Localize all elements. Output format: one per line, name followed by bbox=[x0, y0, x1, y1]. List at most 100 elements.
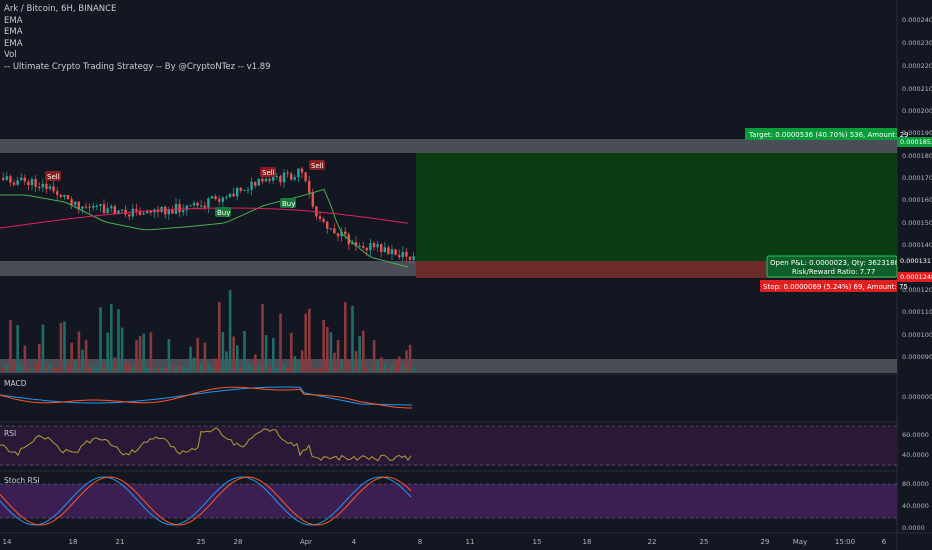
candle-body bbox=[326, 221, 329, 229]
volume-bar bbox=[304, 313, 307, 372]
volume-bar bbox=[221, 331, 225, 372]
volume-bar bbox=[344, 302, 347, 372]
candle-body bbox=[297, 168, 300, 178]
volume-bar bbox=[261, 304, 264, 372]
price-badge-label: 0.0001248 bbox=[900, 273, 932, 281]
candle-body bbox=[203, 205, 206, 208]
candle-body bbox=[336, 233, 340, 237]
sell-signal: Sell bbox=[260, 167, 276, 177]
volume-bar bbox=[362, 330, 365, 372]
price-badge bbox=[897, 256, 932, 266]
candle-body bbox=[88, 206, 91, 208]
volume-bars bbox=[2, 290, 415, 372]
volume-bar bbox=[117, 309, 120, 372]
volume-bar bbox=[318, 367, 322, 372]
candle-body bbox=[66, 195, 70, 200]
volume-bar bbox=[293, 356, 297, 372]
candle-body bbox=[408, 256, 412, 260]
candle-body bbox=[56, 191, 59, 195]
macd-line bbox=[0, 386, 412, 406]
candle-body bbox=[261, 178, 264, 182]
candle-body bbox=[282, 172, 286, 183]
resistance-band bbox=[0, 139, 897, 153]
candle-body bbox=[412, 256, 415, 260]
candle-body bbox=[401, 251, 404, 258]
volume-bar bbox=[110, 303, 113, 372]
volume-bar bbox=[153, 367, 156, 372]
volume-bar bbox=[329, 332, 333, 372]
buy-signal: Buy bbox=[215, 207, 231, 217]
volume-bar bbox=[250, 365, 253, 372]
stoch-k-line bbox=[0, 476, 412, 526]
candle-body bbox=[390, 249, 394, 255]
volume-bar bbox=[243, 330, 246, 372]
candle-body bbox=[171, 210, 174, 214]
volume-bar bbox=[207, 362, 210, 372]
volume-bar bbox=[95, 366, 99, 372]
candle-body bbox=[92, 206, 95, 208]
volume-bar bbox=[246, 364, 250, 372]
candle-body bbox=[239, 187, 242, 191]
date-tick-label: 15:00 bbox=[835, 538, 855, 546]
date-tick-label: 25 bbox=[700, 538, 709, 546]
buy-label: Buy bbox=[217, 209, 230, 217]
volume-bar bbox=[275, 367, 279, 372]
candle-body bbox=[210, 196, 214, 199]
candle-body bbox=[333, 228, 336, 234]
volume-bar bbox=[398, 356, 401, 372]
volume-bar bbox=[408, 344, 412, 372]
volume-bar bbox=[149, 332, 153, 372]
candle-body bbox=[192, 202, 196, 206]
macd-signal-line bbox=[0, 386, 412, 409]
volume-bar bbox=[203, 342, 207, 372]
stop-label-box bbox=[760, 280, 897, 292]
stop-label: Stop: 0.0000069 (5.24%) 69, Amount: 75 bbox=[763, 283, 908, 291]
candle-body bbox=[63, 195, 66, 197]
candle-body bbox=[275, 176, 278, 178]
candle-body bbox=[405, 251, 408, 257]
candle-body bbox=[272, 176, 275, 181]
candle-body bbox=[365, 247, 368, 251]
candle-body bbox=[362, 246, 365, 248]
buy-badge bbox=[215, 207, 231, 217]
candle-body bbox=[113, 206, 116, 214]
volume-bar bbox=[27, 367, 30, 372]
candle-body bbox=[243, 189, 246, 191]
volume-bar bbox=[120, 327, 124, 372]
candle-body bbox=[124, 209, 127, 215]
volume-bar bbox=[81, 349, 84, 372]
chart-legend: Ark / Bitcoin, 6H, BINANCE EMA EMA EMA V… bbox=[4, 4, 271, 73]
candle-body bbox=[178, 204, 181, 213]
candle-body bbox=[146, 210, 149, 214]
candle-body bbox=[225, 197, 228, 199]
buy-label: Buy bbox=[282, 200, 295, 208]
volume-bar bbox=[322, 319, 325, 372]
candle-body bbox=[387, 247, 390, 255]
volume-bar bbox=[308, 308, 311, 372]
volume-bar bbox=[59, 322, 63, 372]
volume-bar bbox=[300, 350, 304, 372]
candle-body bbox=[221, 197, 224, 202]
candle-body bbox=[311, 192, 314, 207]
candle-body bbox=[102, 204, 106, 213]
candle-body bbox=[23, 177, 26, 182]
volume-bar bbox=[9, 320, 12, 372]
candle-body bbox=[286, 172, 289, 174]
volume-bar bbox=[34, 363, 37, 372]
candle-body bbox=[12, 182, 16, 185]
volume-bar bbox=[239, 367, 243, 372]
candle-body bbox=[2, 178, 5, 180]
date-axis: 14 18 21 25 28 Apr 4 8 11 15 18 22 25 29 May 15:00 6 bbox=[3, 538, 887, 546]
volume-bar bbox=[264, 335, 268, 372]
candlesticks bbox=[2, 166, 415, 264]
date-tick-label: 25 bbox=[197, 538, 206, 546]
candle-body bbox=[41, 183, 44, 188]
